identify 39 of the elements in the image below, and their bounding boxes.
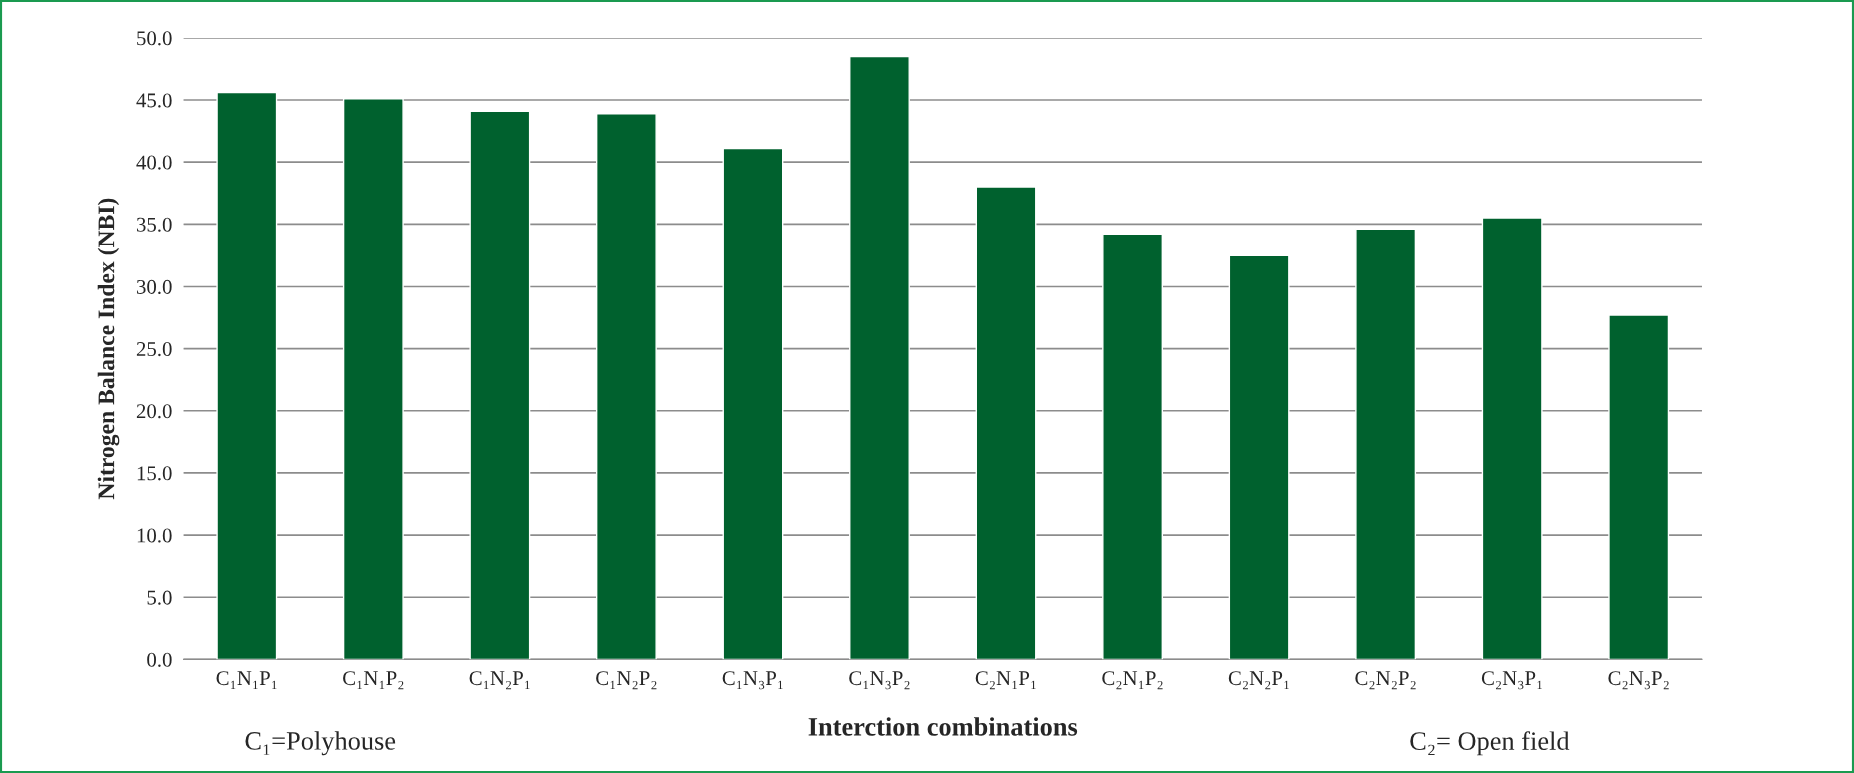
bar — [722, 147, 784, 660]
x-tick-label: C₂N₃P₁ — [1481, 671, 1542, 690]
bar — [1102, 233, 1163, 660]
bar — [595, 113, 657, 660]
y-tick-label: 40.0 — [136, 155, 172, 170]
x-tick-label: C₁N₂P₁ — [469, 671, 530, 690]
text: C₂= Open field — [1410, 731, 1570, 756]
x-axis-title: Interction combinations — [808, 717, 1078, 736]
x-tick-label: C₁N₁P₁ — [216, 671, 277, 690]
y-tick-label: 45.0 — [136, 93, 172, 108]
y-tick-label: 15.0 — [137, 466, 172, 481]
x-tick-label: C₁N₂P₂ — [596, 671, 657, 690]
y-tick-label: 35.0 — [136, 217, 172, 232]
bar — [849, 55, 910, 660]
bar — [216, 91, 278, 660]
x-tick-label: C₂N₁P₂ — [1102, 671, 1163, 690]
x-tick-label: C₁N₁P₂ — [343, 671, 404, 690]
bar — [1608, 314, 1670, 660]
y-tick-label: 0.0 — [147, 652, 172, 667]
y-tick-label: 5.0 — [147, 590, 172, 605]
x-tick-label: C₂N₂P₁ — [1228, 671, 1289, 690]
bar — [1228, 254, 1290, 660]
bar — [1481, 217, 1543, 660]
x-tick-label: C₂N₁P₁ — [975, 671, 1036, 690]
bar — [469, 110, 531, 660]
y-tick-label: 20.0 — [136, 404, 172, 419]
y-tick-label: 50.0 — [137, 31, 172, 46]
bar — [975, 186, 1037, 660]
x-tick-label: C₁N₃P₁ — [722, 671, 783, 690]
bar — [1355, 228, 1417, 660]
y-tick-label: 25.0 — [136, 342, 172, 357]
x-tick-label: C₁N₃P₂ — [849, 671, 910, 690]
text: C₁=Polyhouse — [245, 731, 396, 756]
x-tick-label: C₂N₂P₂ — [1355, 671, 1416, 690]
bar — [342, 98, 404, 660]
y-tick-label: 30.0 — [136, 279, 172, 294]
y-tick-label: 10.0 — [137, 528, 172, 543]
y-axis-title: Nitrogen Balance Index (NBI) — [97, 198, 120, 500]
x-tick-label: C₂N₃P₂ — [1608, 671, 1669, 690]
